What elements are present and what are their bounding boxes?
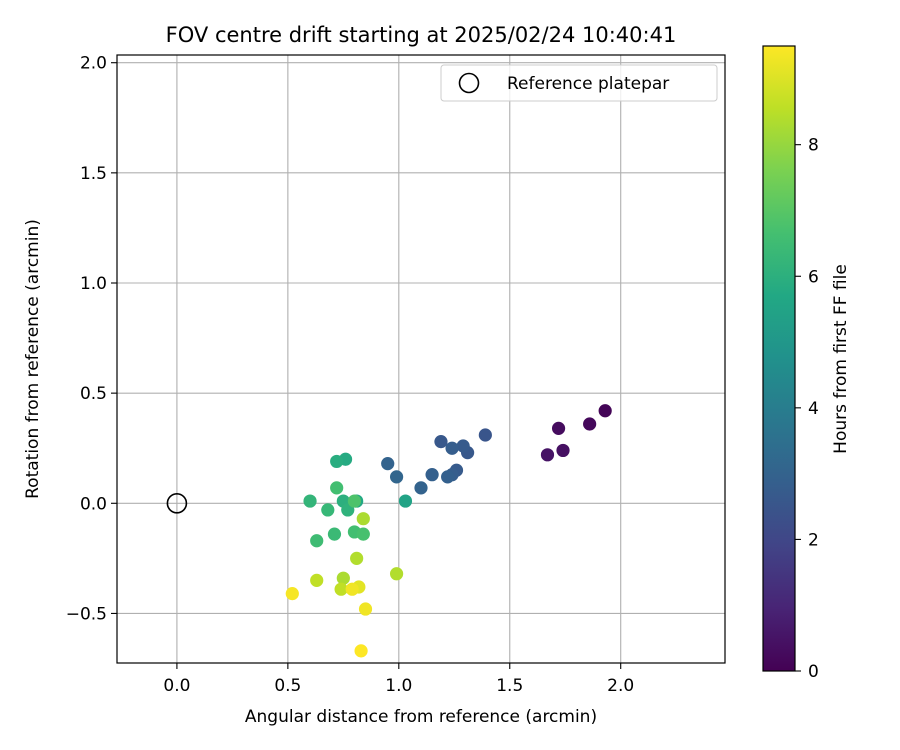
data-point — [285, 587, 299, 601]
x-tick-label: 2.0 — [607, 676, 634, 696]
data-points — [285, 404, 612, 658]
data-point — [327, 527, 342, 541]
y-axis-ticks: −0.5 0.0 0.5 1.0 1.5 2.0 — [66, 54, 117, 624]
data-point — [598, 404, 612, 418]
data-point — [551, 421, 566, 435]
data-point — [583, 417, 597, 431]
x-axis-label: Angular distance from reference (arcmin) — [245, 707, 597, 727]
data-point — [310, 534, 324, 548]
legend-entry-label: Reference platepar — [507, 74, 669, 94]
data-point — [556, 443, 570, 458]
data-point — [414, 481, 428, 495]
data-point — [321, 503, 335, 517]
reference-point-marker — [166, 492, 188, 514]
data-point — [398, 494, 413, 508]
y-axis-label: Rotation from reference (arcmin) — [23, 219, 43, 499]
colorbar-tick-label: 8 — [808, 136, 819, 156]
colorbar-ticks: 0 2 4 6 8 — [795, 136, 819, 682]
plot-frame — [116, 54, 726, 664]
data-point — [358, 602, 373, 616]
x-tick-label: 1.0 — [385, 676, 412, 696]
data-point — [330, 454, 344, 469]
data-point — [303, 494, 317, 508]
data-point — [334, 582, 348, 596]
colorbar-gradient — [762, 45, 796, 672]
y-tick-label: −0.5 — [66, 604, 107, 624]
data-point — [540, 448, 555, 462]
colorbar-label: Hours from first FF file — [831, 264, 851, 454]
x-tick-label: 0.5 — [274, 676, 301, 696]
y-tick-label: 2.0 — [80, 54, 107, 74]
x-axis-ticks: 0.0 0.5 1.0 1.5 2.0 — [163, 663, 634, 696]
chart-title: FOV centre drift starting at 2025/02/24 … — [166, 23, 677, 47]
data-point — [336, 571, 350, 585]
x-tick-label: 1.5 — [496, 676, 523, 696]
data-point — [330, 481, 344, 495]
data-point — [356, 512, 370, 526]
data-point — [425, 468, 439, 482]
legend-box — [440, 64, 718, 102]
x-tick-label: 0.0 — [163, 676, 190, 696]
data-point — [354, 644, 368, 658]
data-point — [434, 435, 448, 449]
data-point — [345, 582, 359, 596]
data-point — [356, 527, 370, 541]
colorbar: 0 2 4 6 8 Hours from first FF file — [762, 45, 851, 682]
data-point — [456, 439, 470, 453]
data-point — [389, 567, 404, 581]
data-point — [445, 441, 459, 455]
y-tick-label: 0.0 — [80, 494, 107, 514]
grid — [117, 55, 725, 663]
legend-marker-icon — [458, 72, 480, 94]
data-point — [389, 470, 404, 484]
legend: Reference platepar — [440, 64, 718, 102]
data-point — [441, 470, 455, 484]
y-tick-label: 1.0 — [80, 274, 107, 294]
data-point — [347, 494, 362, 508]
colorbar-tick-label: 2 — [808, 530, 819, 550]
data-point — [350, 551, 364, 565]
data-point — [310, 573, 324, 587]
data-point — [381, 457, 395, 471]
y-tick-label: 0.5 — [80, 384, 107, 404]
colorbar-tick-label: 6 — [808, 267, 819, 287]
y-tick-label: 1.5 — [80, 164, 107, 184]
data-point — [478, 428, 492, 442]
colorbar-tick-label: 4 — [808, 399, 819, 419]
colorbar-tick-label: 0 — [808, 662, 819, 682]
